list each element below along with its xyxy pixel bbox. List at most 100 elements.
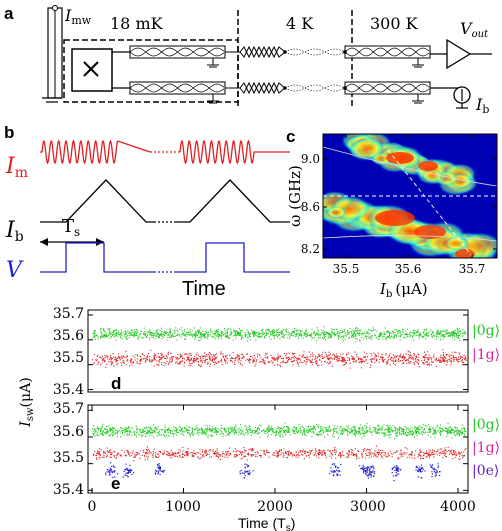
trace-point-1g [426,450,428,452]
trace-point-1g [241,357,243,359]
trace-point-0g [231,431,233,433]
trace-point-0g [149,332,151,334]
trace-point-1g [97,453,99,455]
trace-point-0g [259,424,261,426]
trace-point-1g [344,364,346,366]
trace-point-1g [296,359,298,361]
trace-point-1g [459,458,461,460]
trace-point-1g [392,362,394,364]
trace-point-0g [371,337,373,339]
trace-point-0g [142,434,144,436]
trace-point-1g [126,359,128,361]
trace-point-1g [225,455,227,457]
trace-point-0g [371,338,373,340]
trace-point-1g [367,356,369,358]
trace-point-0g [205,433,207,435]
trace-point-0e [396,466,398,468]
trace-point-0g [433,433,435,435]
trace-point-0g [261,333,263,335]
trace-point-1g [386,361,388,363]
trace-point-0g [198,434,200,436]
trace-point-0g [328,333,330,335]
trace-point-0g [286,331,288,333]
trace-point-1g [371,361,373,363]
trace-point-1g [250,358,252,360]
trace-point-1g [458,455,460,457]
trace-point-1g [153,356,155,358]
trace-point-0e [110,462,112,464]
trace-point-0g [285,329,287,331]
trace-point-0g [448,332,450,334]
trace-point-0g [220,424,222,426]
trace-point-0g [279,332,281,334]
trace-point-1g [277,451,279,453]
trace-point-0g [391,430,393,432]
trace-point-1g [276,455,278,457]
trace-point-1g [105,366,107,368]
trace-point-0e [368,473,370,475]
trace-point-0g [320,329,322,331]
trace-point-1g [208,354,210,356]
trace-point-0g [320,430,322,432]
trace-point-0g [197,340,199,342]
trace-point-0g [449,430,451,432]
trace-point-1g [111,357,113,359]
trace-point-0g [362,334,364,336]
trace-point-0g [234,432,236,434]
trace-point-1g [241,453,243,455]
trace-point-0g [435,429,437,431]
trace-point-1g [365,356,367,358]
trace-point-1g [199,356,201,358]
trace-point-1g [336,353,338,355]
trace-point-0g [354,425,356,427]
trace-point-1g [208,356,210,358]
trace-point-1g [262,361,264,363]
trace-point-0g [217,337,219,339]
trace-point-0e [362,467,364,469]
trace-point-0g [348,337,350,339]
trace-point-1g [334,358,336,360]
trace-point-0g [299,332,301,334]
trace-point-0g [199,337,201,339]
trace-point-1g [423,454,425,456]
trace-point-1g [272,361,274,363]
trace-point-0g [442,428,444,430]
trace-point-0g [228,427,230,429]
trace-point-0g [171,335,173,337]
trace-point-0e [252,470,254,472]
trace-point-1g [245,359,247,361]
trace-point-0g [158,433,160,435]
trace-point-1g [442,360,444,362]
trace-point-0g [256,428,258,430]
trace-point-1g [443,450,445,452]
trace-point-1g [265,451,267,453]
trace-point-0g [419,337,421,339]
trace-point-0g [405,332,407,334]
trace-point-1g [458,452,460,454]
trace-point-1g [339,452,341,454]
trace-point-1g [312,449,314,451]
trace-point-1g [134,453,136,455]
trace-point-0g [397,429,399,431]
trace-point-0g [109,428,111,430]
trace-point-1g [318,355,320,357]
trace-point-0g [309,428,311,430]
trace-point-0g [425,332,427,334]
trace-point-0e [131,473,133,475]
trace-point-1g [422,362,424,364]
trace-point-1g [311,352,313,354]
trace-point-0g [125,426,127,428]
trace-point-1g [419,458,421,460]
trace-point-0g [209,428,211,430]
trace-point-0g [263,430,265,432]
trace-point-1g [440,357,442,359]
trace-point-0g [162,331,164,333]
trace-point-1g [297,452,299,454]
trace-point-0g [196,433,198,435]
trace-point-0g [436,331,438,333]
trace-point-0g [453,429,455,431]
trace-point-0g [431,427,433,429]
trace-point-0g [212,425,214,427]
trace-point-0g [432,332,434,334]
trace-point-0g [365,335,367,337]
